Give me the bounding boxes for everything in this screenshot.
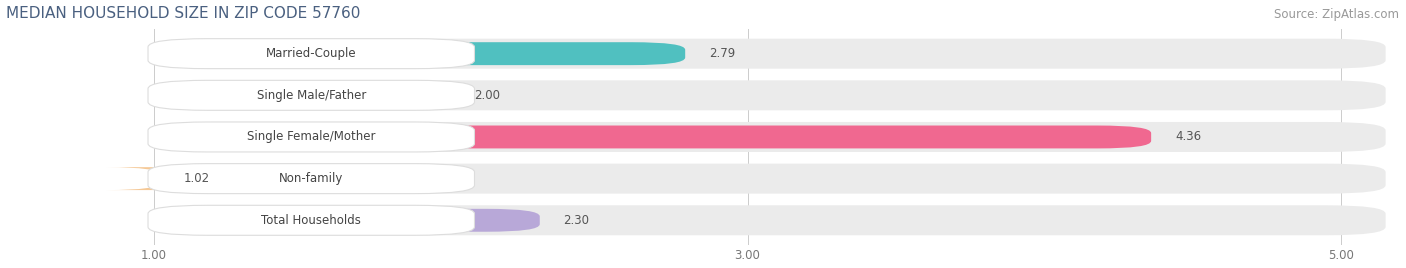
FancyBboxPatch shape [148,205,474,235]
Text: 2.79: 2.79 [709,47,735,60]
Text: 4.36: 4.36 [1175,131,1201,143]
Text: Total Households: Total Households [262,214,361,227]
Text: 2.30: 2.30 [564,214,589,227]
Text: 2.00: 2.00 [474,89,501,102]
FancyBboxPatch shape [148,39,474,69]
FancyBboxPatch shape [153,80,1385,110]
Text: Single Male/Father: Single Male/Father [256,89,366,102]
FancyBboxPatch shape [148,122,474,152]
FancyBboxPatch shape [153,42,685,65]
Text: Married-Couple: Married-Couple [266,47,357,60]
FancyBboxPatch shape [107,167,207,190]
Text: MEDIAN HOUSEHOLD SIZE IN ZIP CODE 57760: MEDIAN HOUSEHOLD SIZE IN ZIP CODE 57760 [6,6,360,21]
FancyBboxPatch shape [153,39,1385,69]
Text: Single Female/Mother: Single Female/Mother [247,131,375,143]
FancyBboxPatch shape [148,164,474,193]
FancyBboxPatch shape [153,122,1385,152]
FancyBboxPatch shape [153,205,1385,235]
FancyBboxPatch shape [153,164,1385,193]
FancyBboxPatch shape [148,80,474,110]
Text: 1.02: 1.02 [184,172,209,185]
Text: Non-family: Non-family [278,172,343,185]
FancyBboxPatch shape [153,209,540,232]
Text: Source: ZipAtlas.com: Source: ZipAtlas.com [1274,8,1399,21]
FancyBboxPatch shape [153,125,1152,148]
FancyBboxPatch shape [153,84,451,107]
